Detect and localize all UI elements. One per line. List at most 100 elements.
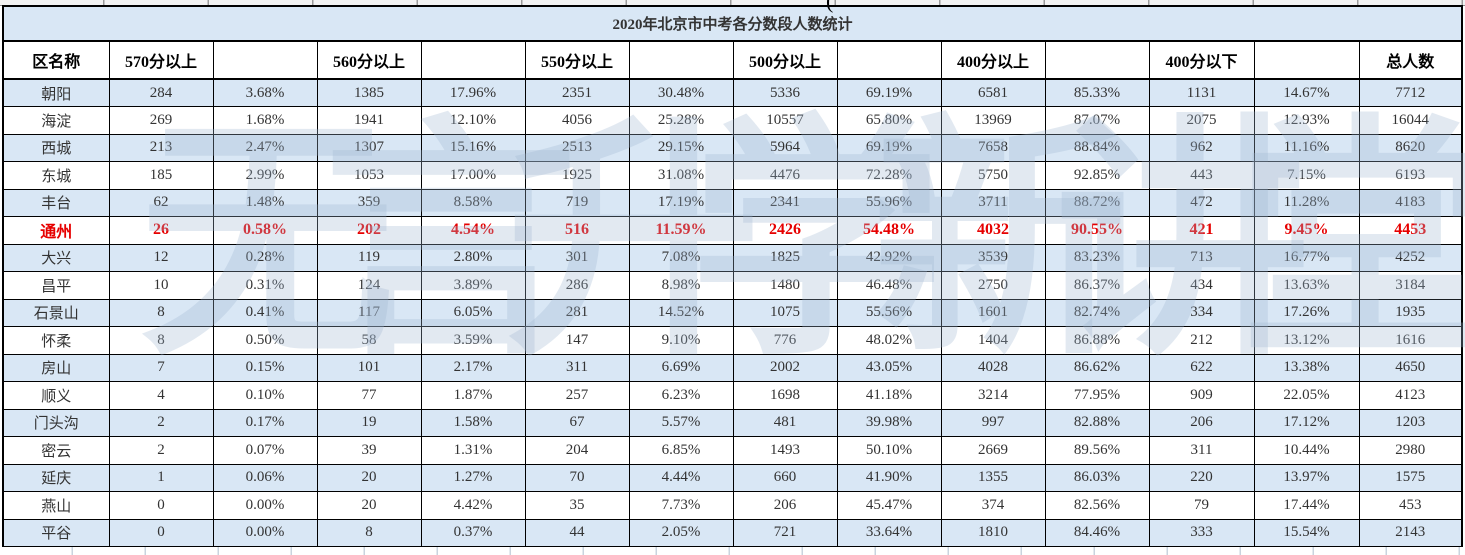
data-cell[interactable]: 1.48% [212, 188, 318, 217]
data-cell[interactable]: 1.87% [420, 381, 526, 410]
data-cell[interactable]: 45.47% [836, 491, 942, 520]
district-name-cell[interactable]: 通州 [2, 216, 110, 245]
data-cell[interactable]: 77.95% [1044, 381, 1150, 410]
data-cell[interactable]: 0.37% [420, 518, 526, 547]
data-cell[interactable]: 719 [524, 188, 630, 217]
data-cell[interactable]: 4.54% [420, 216, 526, 245]
data-cell[interactable]: 516 [524, 216, 630, 245]
data-cell[interactable]: 2 [108, 436, 214, 465]
data-cell[interactable]: 3184 [1358, 271, 1463, 300]
data-cell[interactable]: 101 [316, 353, 422, 382]
district-name-cell[interactable]: 东城 [2, 161, 110, 190]
data-cell[interactable]: 0.06% [212, 463, 318, 492]
data-cell[interactable]: 443 [1148, 161, 1255, 190]
data-cell[interactable]: 281 [524, 298, 630, 327]
data-cell[interactable]: 1404 [940, 326, 1046, 355]
data-cell[interactable]: 4.42% [420, 491, 526, 520]
district-name-cell[interactable]: 昌平 [2, 271, 110, 300]
district-name-cell[interactable]: 丰台 [2, 188, 110, 217]
data-cell[interactable]: 359 [316, 188, 422, 217]
data-cell[interactable]: 7.15% [1253, 161, 1360, 190]
data-cell[interactable]: 87.07% [1044, 106, 1150, 135]
data-cell[interactable]: 0 [108, 491, 214, 520]
district-name-cell[interactable]: 朝阳 [2, 78, 110, 107]
data-cell[interactable]: 13.38% [1253, 353, 1360, 382]
data-cell[interactable]: 20 [316, 491, 422, 520]
data-cell[interactable]: 7.73% [628, 491, 734, 520]
data-cell[interactable]: 48.02% [836, 326, 942, 355]
data-cell[interactable]: 41.18% [836, 381, 942, 410]
data-cell[interactable]: 1075 [732, 298, 838, 327]
data-cell[interactable]: 1825 [732, 243, 838, 272]
data-cell[interactable]: 4650 [1358, 353, 1463, 382]
data-cell[interactable]: 269 [108, 106, 214, 135]
data-cell[interactable]: 202 [316, 216, 422, 245]
data-cell[interactable]: 0.07% [212, 436, 318, 465]
data-cell[interactable]: 6.05% [420, 298, 526, 327]
data-cell[interactable]: 11.28% [1253, 188, 1360, 217]
data-cell[interactable]: 15.54% [1253, 518, 1360, 547]
column-header-0[interactable]: 区名称 [2, 40, 110, 80]
data-cell[interactable]: 39.98% [836, 408, 942, 437]
data-cell[interactable]: 13.63% [1253, 271, 1360, 300]
data-cell[interactable]: 4183 [1358, 188, 1463, 217]
data-cell[interactable]: 22.05% [1253, 381, 1360, 410]
data-cell[interactable]: 88.84% [1044, 133, 1150, 162]
data-cell[interactable]: 1925 [524, 161, 630, 190]
data-cell[interactable]: 17.00% [420, 161, 526, 190]
data-cell[interactable]: 622 [1148, 353, 1255, 382]
data-cell[interactable]: 206 [732, 491, 838, 520]
data-cell[interactable]: 46.48% [836, 271, 942, 300]
data-cell[interactable]: 58 [316, 326, 422, 355]
data-cell[interactable]: 311 [1148, 436, 1255, 465]
data-cell[interactable]: 0.28% [212, 243, 318, 272]
column-header-2[interactable] [212, 40, 318, 80]
column-header-3[interactable]: 560分以上 [316, 40, 422, 80]
data-cell[interactable]: 3214 [940, 381, 1046, 410]
data-cell[interactable]: 79 [1148, 491, 1255, 520]
data-cell[interactable]: 15.16% [420, 133, 526, 162]
data-cell[interactable]: 41.90% [836, 463, 942, 492]
data-cell[interactable]: 1941 [316, 106, 422, 135]
data-cell[interactable]: 2 [108, 408, 214, 437]
data-cell[interactable]: 7.08% [628, 243, 734, 272]
data-cell[interactable]: 206 [1148, 408, 1255, 437]
district-name-cell[interactable]: 燕山 [2, 491, 110, 520]
data-cell[interactable]: 1575 [1358, 463, 1463, 492]
data-cell[interactable]: 62 [108, 188, 214, 217]
data-cell[interactable]: 4252 [1358, 243, 1463, 272]
data-cell[interactable]: 11.16% [1253, 133, 1360, 162]
data-cell[interactable]: 55.96% [836, 188, 942, 217]
data-cell[interactable]: 7 [108, 353, 214, 382]
data-cell[interactable]: 17.12% [1253, 408, 1360, 437]
data-cell[interactable]: 5336 [732, 78, 838, 107]
data-cell[interactable]: 0.50% [212, 326, 318, 355]
data-cell[interactable]: 4123 [1358, 381, 1463, 410]
data-cell[interactable]: 4453 [1358, 216, 1463, 245]
data-cell[interactable]: 8620 [1358, 133, 1463, 162]
data-cell[interactable]: 909 [1148, 381, 1255, 410]
data-cell[interactable]: 39 [316, 436, 422, 465]
data-cell[interactable]: 204 [524, 436, 630, 465]
column-header-6[interactable] [628, 40, 734, 80]
data-cell[interactable]: 72.28% [836, 161, 942, 190]
data-cell[interactable]: 0.15% [212, 353, 318, 382]
data-cell[interactable]: 1.68% [212, 106, 318, 135]
data-cell[interactable]: 374 [940, 491, 1046, 520]
data-cell[interactable]: 2.47% [212, 133, 318, 162]
data-cell[interactable]: 1480 [732, 271, 838, 300]
data-cell[interactable]: 117 [316, 298, 422, 327]
data-cell[interactable]: 8 [108, 326, 214, 355]
district-name-cell[interactable]: 门头沟 [2, 408, 110, 437]
data-cell[interactable]: 1810 [940, 518, 1046, 547]
data-cell[interactable]: 713 [1148, 243, 1255, 272]
data-cell[interactable]: 0.10% [212, 381, 318, 410]
data-cell[interactable]: 25.28% [628, 106, 734, 135]
data-cell[interactable]: 2513 [524, 133, 630, 162]
data-cell[interactable]: 30.48% [628, 78, 734, 107]
data-cell[interactable]: 5964 [732, 133, 838, 162]
column-header-7[interactable]: 500分以上 [732, 40, 838, 80]
data-cell[interactable]: 434 [1148, 271, 1255, 300]
data-cell[interactable]: 88.72% [1044, 188, 1150, 217]
district-name-cell[interactable]: 西城 [2, 133, 110, 162]
